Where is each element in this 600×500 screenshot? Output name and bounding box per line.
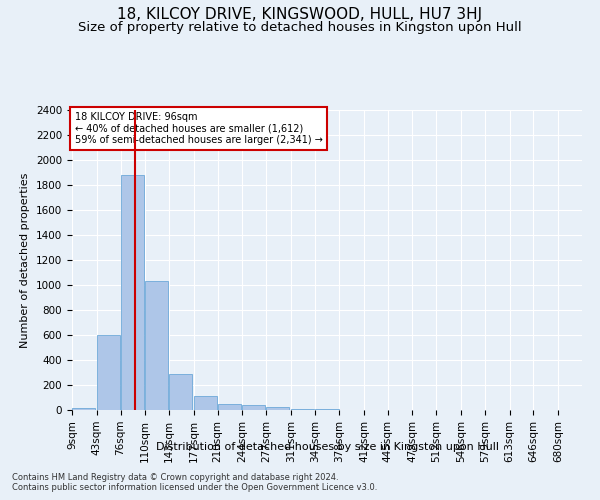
Text: Contains HM Land Registry data © Crown copyright and database right 2024.: Contains HM Land Registry data © Crown c…: [12, 472, 338, 482]
Bar: [145, 281, 169, 410]
Bar: [121, 175, 144, 410]
Y-axis label: Number of detached properties: Number of detached properties: [20, 172, 31, 348]
Bar: [97, 335, 120, 410]
Bar: [194, 396, 217, 410]
Text: 18 KILCOY DRIVE: 96sqm
← 40% of detached houses are smaller (1,612)
59% of semi-: 18 KILCOY DRIVE: 96sqm ← 40% of detached…: [74, 112, 322, 144]
Bar: [72, 408, 95, 410]
Text: 18, KILCOY DRIVE, KINGSWOOD, HULL, HU7 3HJ: 18, KILCOY DRIVE, KINGSWOOD, HULL, HU7 3…: [118, 8, 482, 22]
Text: Distribution of detached houses by size in Kingston upon Hull: Distribution of detached houses by size …: [155, 442, 499, 452]
Bar: [266, 407, 289, 410]
Bar: [242, 405, 265, 410]
Bar: [218, 404, 241, 410]
Text: Size of property relative to detached houses in Kingston upon Hull: Size of property relative to detached ho…: [78, 21, 522, 34]
Text: Contains public sector information licensed under the Open Government Licence v3: Contains public sector information licen…: [12, 482, 377, 492]
Bar: [291, 409, 314, 410]
Bar: [169, 374, 192, 410]
